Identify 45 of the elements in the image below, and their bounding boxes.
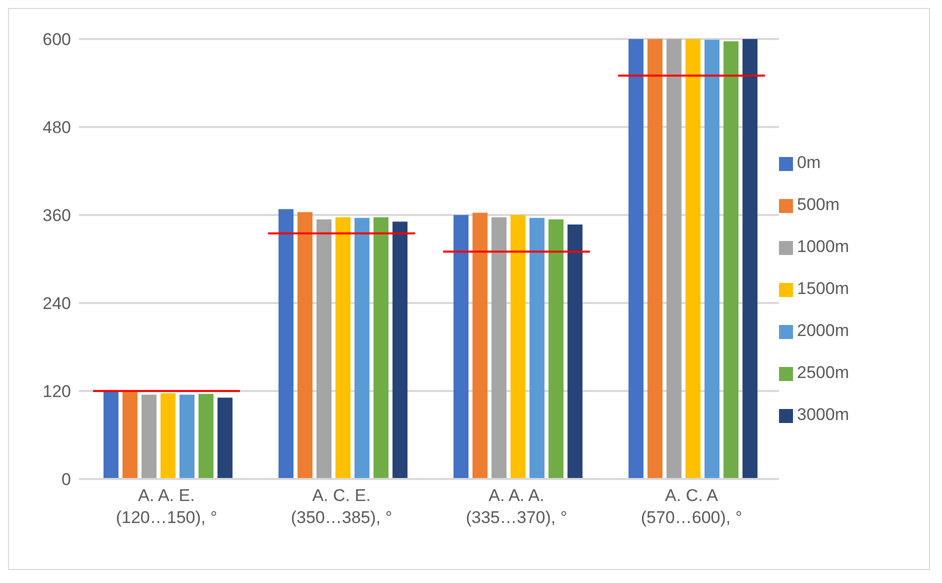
y-tick-label: 480 (42, 118, 71, 138)
bar (568, 224, 582, 479)
x-tick-label: A. C. A (570…600), ° (640, 486, 742, 527)
legend-label: 2000m (797, 321, 849, 340)
bar (492, 217, 506, 479)
bar (278, 209, 294, 479)
bar (104, 391, 118, 479)
bar (142, 394, 156, 479)
bar (354, 218, 370, 479)
bar (298, 212, 312, 479)
bar (742, 39, 758, 479)
bar (704, 40, 720, 479)
bar (316, 219, 332, 479)
y-tick-label: 0 (62, 470, 71, 490)
bar (472, 212, 488, 479)
bar (218, 398, 232, 479)
legend-label: 1500m (797, 279, 849, 298)
y-tick-label: 600 (42, 30, 71, 50)
legend-label: 0m (797, 153, 821, 172)
bar (510, 215, 526, 479)
legend-label: 500m (797, 195, 840, 214)
x-tick-label: A. C. E. (350…385), ° (290, 486, 392, 527)
bar (648, 39, 662, 479)
bar (628, 39, 644, 479)
legend-label: 3000m (797, 405, 849, 424)
y-tick-label: 360 (42, 206, 71, 226)
bar (180, 394, 194, 479)
bar (122, 392, 138, 479)
bar (374, 217, 388, 479)
bar (198, 394, 214, 479)
y-tick-label: 120 (42, 382, 71, 402)
bar (724, 41, 738, 479)
y-tick-label: 240 (42, 294, 71, 314)
x-tick-label: A. A. A. (335…370), ° (466, 486, 568, 527)
bar (530, 218, 544, 479)
bar (160, 393, 176, 479)
x-tick-label: A. A. E. (120…150), ° (116, 486, 218, 527)
bar (336, 217, 350, 479)
bar (666, 39, 682, 479)
legend-label: 1000m (797, 237, 849, 256)
bar (686, 39, 700, 479)
bar (392, 222, 408, 479)
bar (548, 219, 564, 479)
legend-label: 2500m (797, 363, 849, 382)
bar (454, 215, 468, 479)
